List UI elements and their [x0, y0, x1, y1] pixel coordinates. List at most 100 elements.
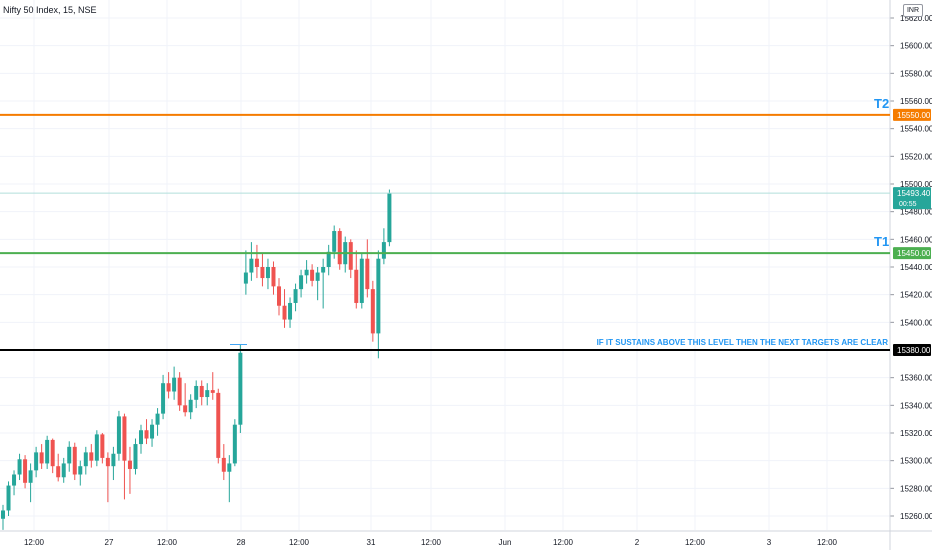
- grid-layer: [0, 0, 890, 530]
- candle[interactable]: [238, 344, 243, 433]
- candle[interactable]: [39, 444, 44, 469]
- candle[interactable]: [83, 446, 88, 475]
- candle[interactable]: [17, 453, 22, 481]
- candle[interactable]: [216, 388, 221, 464]
- price-tick-label: 15300.00: [900, 457, 932, 466]
- candle[interactable]: [127, 446, 132, 494]
- candle[interactable]: [221, 444, 226, 481]
- candle[interactable]: [310, 264, 315, 287]
- candle[interactable]: [387, 189, 392, 247]
- candle-body: [299, 275, 304, 290]
- candle[interactable]: [12, 470, 17, 496]
- candle[interactable]: [188, 394, 193, 420]
- time-tick-label: 12:00: [817, 538, 838, 547]
- candle[interactable]: [177, 372, 182, 411]
- candle[interactable]: [243, 250, 248, 295]
- currency-badge[interactable]: INR: [903, 4, 923, 17]
- candle[interactable]: [315, 267, 320, 301]
- price-tick-label: 15620.00: [900, 14, 932, 23]
- candle[interactable]: [94, 430, 99, 467]
- candle[interactable]: [271, 261, 276, 295]
- candle-body: [210, 390, 215, 393]
- candle[interactable]: [150, 419, 155, 447]
- candle[interactable]: [254, 244, 259, 279]
- candle[interactable]: [321, 258, 326, 309]
- candle[interactable]: [205, 383, 210, 406]
- candle[interactable]: [370, 280, 375, 342]
- candle[interactable]: [116, 410, 121, 461]
- candle[interactable]: [348, 239, 353, 279]
- candle[interactable]: [133, 438, 138, 475]
- candle[interactable]: [45, 435, 50, 469]
- candle[interactable]: [172, 366, 177, 400]
- candle[interactable]: [78, 460, 83, 486]
- candle[interactable]: [72, 442, 77, 481]
- candle[interactable]: [111, 446, 116, 481]
- candle[interactable]: [56, 453, 61, 482]
- candle[interactable]: [304, 260, 309, 284]
- candle[interactable]: [166, 372, 171, 399]
- candle[interactable]: [260, 253, 265, 287]
- candle[interactable]: [265, 258, 270, 290]
- candle[interactable]: [61, 457, 66, 483]
- candle[interactable]: [282, 289, 287, 328]
- candle-body: [89, 452, 94, 461]
- candle[interactable]: [288, 297, 293, 328]
- candle[interactable]: [89, 444, 94, 468]
- candle[interactable]: [6, 481, 11, 516]
- candle-body: [45, 439, 50, 464]
- candle-body: [254, 258, 259, 267]
- candle[interactable]: [23, 455, 28, 489]
- candle-body: [260, 267, 265, 279]
- candle-body: [265, 267, 270, 279]
- candle[interactable]: [210, 372, 215, 400]
- candle[interactable]: [155, 408, 160, 436]
- candle-body: [249, 258, 254, 273]
- price-axis: 15620.00 15600.00 15580.00 15560.00 15540.00…: [889, 0, 932, 550]
- candle[interactable]: [1, 504, 5, 530]
- time-tick-label: 2: [635, 538, 640, 547]
- candle[interactable]: [337, 228, 342, 270]
- candle[interactable]: [194, 380, 199, 409]
- candle[interactable]: [359, 253, 364, 309]
- candle[interactable]: [227, 455, 232, 503]
- candle-body: [28, 470, 33, 483]
- candle[interactable]: [299, 269, 304, 298]
- candle[interactable]: [139, 424, 143, 454]
- candle-body: [337, 231, 342, 265]
- candle[interactable]: [183, 383, 188, 417]
- candle[interactable]: [105, 452, 110, 503]
- candle[interactable]: [365, 239, 370, 298]
- candle[interactable]: [50, 438, 55, 474]
- price-tick-label: 15560.00: [900, 97, 932, 106]
- candle-body: [150, 424, 155, 439]
- candle[interactable]: [326, 244, 331, 276]
- candle[interactable]: [122, 413, 127, 500]
- overlay-labels: 15550.00 T2 15450.00 T1 15380.00 IF IT SUSTAI…: [597, 96, 931, 356]
- last-price-label: 15493.40: [897, 189, 931, 198]
- candle[interactable]: [100, 433, 105, 464]
- candle[interactable]: [199, 380, 204, 406]
- candle[interactable]: [232, 419, 237, 467]
- candle[interactable]: [293, 283, 298, 312]
- candle-body: [199, 385, 204, 398]
- candle-body: [122, 416, 127, 461]
- candle[interactable]: [28, 463, 33, 503]
- candle[interactable]: [144, 419, 149, 445]
- candle-body: [72, 446, 77, 475]
- candle[interactable]: [249, 242, 254, 281]
- candle-body: [100, 434, 105, 458]
- candle-body: [315, 272, 320, 281]
- candle-body: [34, 452, 39, 471]
- candle[interactable]: [354, 250, 359, 309]
- candle-body: [282, 305, 287, 320]
- candle[interactable]: [67, 441, 72, 472]
- candle[interactable]: [34, 446, 39, 478]
- candle[interactable]: [376, 250, 381, 359]
- candle[interactable]: [161, 374, 166, 420]
- candle[interactable]: [381, 228, 386, 265]
- candle[interactable]: [277, 278, 281, 316]
- candle-body: [56, 466, 61, 478]
